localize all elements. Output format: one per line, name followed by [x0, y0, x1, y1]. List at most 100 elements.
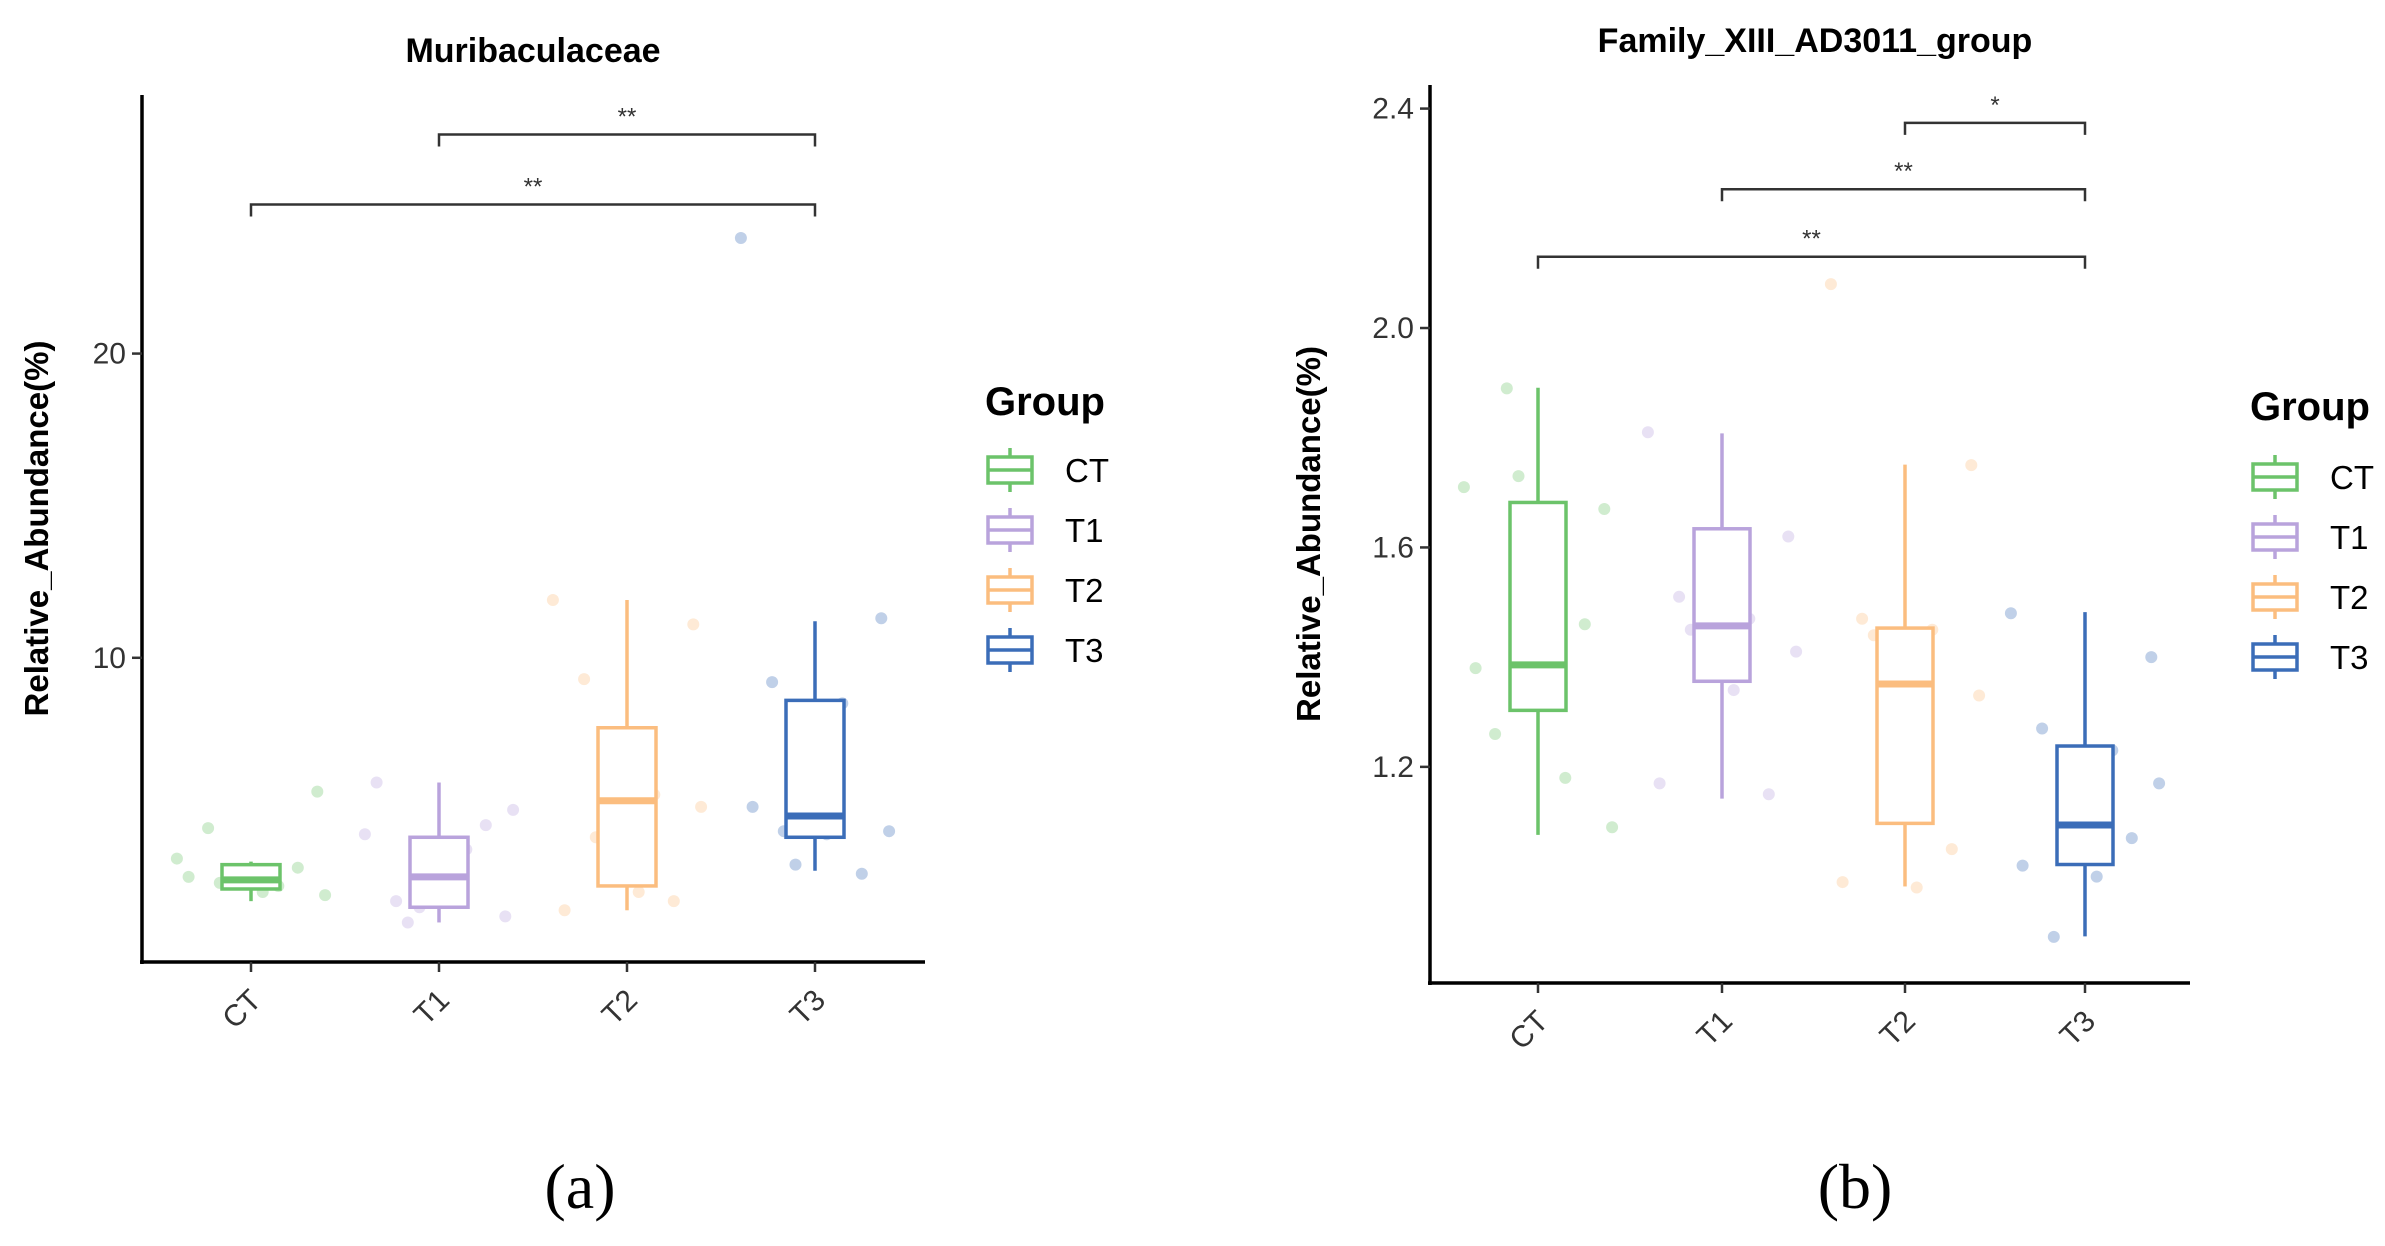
data-point: [1945, 843, 1958, 856]
data-point: [632, 886, 645, 899]
data-point: [1606, 821, 1619, 834]
data-point: [766, 676, 779, 689]
data-point: [1512, 470, 1525, 483]
x-tick-label: T3: [2054, 1005, 2102, 1053]
legend-title: Group: [2250, 385, 2370, 429]
panel-label: (b): [1818, 1151, 1893, 1222]
panel-label: (a): [544, 1151, 615, 1222]
data-point: [2036, 722, 2049, 735]
data-point: [1965, 459, 1978, 472]
data-point: [578, 673, 591, 686]
data-point: [734, 231, 747, 244]
significance-label: **: [618, 104, 637, 131]
x-tick-label: T2: [596, 984, 644, 1032]
data-point: [291, 861, 304, 874]
chart-title: Family_XIII_AD3011_group: [1598, 22, 2033, 60]
x-tick-label: T1: [408, 984, 456, 1032]
data-point: [1973, 689, 1986, 702]
legend-item-label: T1: [1065, 512, 1104, 549]
data-point: [695, 800, 708, 813]
data-point: [202, 822, 215, 835]
data-point: [182, 870, 195, 883]
box-iqr: [408, 835, 470, 909]
data-point: [2145, 651, 2158, 664]
data-point: [875, 612, 888, 625]
y-tick-label: 2.0: [1372, 312, 1414, 345]
significance-label: *: [1990, 92, 1999, 119]
data-point: [1559, 771, 1572, 784]
data-point: [1824, 278, 1837, 291]
data-point: [1727, 684, 1740, 697]
panel-a: Muribaculaceae Relative_Abundance(%) 10 20 C…: [18, 32, 1109, 1222]
y-axis-label: Relative_Abundance(%): [1290, 346, 1327, 722]
data-point: [1641, 426, 1654, 439]
legend-title: Group: [985, 380, 1105, 424]
x-tick-label: T2: [1874, 1005, 1922, 1053]
data-point: [499, 910, 512, 923]
data-point: [2016, 859, 2029, 872]
data-point: [1836, 876, 1849, 889]
data-point: [1782, 530, 1795, 543]
data-point: [2090, 870, 2103, 883]
legend-item-label: CT: [1065, 452, 1109, 489]
data-point: [667, 895, 680, 908]
legend-item-label: CT: [2330, 459, 2374, 496]
data-point: [319, 889, 332, 902]
x-tick-label: CT: [1503, 1005, 1555, 1057]
y-tick-label: 1.6: [1372, 531, 1414, 564]
data-point: [1598, 503, 1611, 516]
x-tick-label: CT: [216, 984, 268, 1036]
x-tick-label: T1: [1691, 1005, 1739, 1053]
data-point: [546, 593, 559, 606]
significance-bracket: [1536, 255, 2087, 269]
legend-item-label: T2: [2330, 579, 2369, 616]
data-point: [1457, 481, 1470, 494]
data-point: [1790, 645, 1803, 658]
data-point: [170, 852, 183, 865]
data-point: [687, 618, 700, 631]
data-point: [1856, 612, 1869, 625]
data-point: [2004, 607, 2017, 620]
y-tick-label: 1.2: [1372, 751, 1414, 784]
data-point: [1469, 662, 1482, 675]
significance-bracket: [249, 203, 817, 217]
y-axis-label: Relative_Abundance(%): [18, 341, 55, 717]
data-point: [883, 825, 896, 838]
data-point: [390, 895, 403, 908]
chart-title: Muribaculaceae: [405, 32, 660, 70]
data-point: [358, 828, 371, 841]
data-point: [1762, 788, 1775, 801]
significance-bracket: [1903, 121, 2087, 135]
box-iqr: [1508, 500, 1568, 713]
x-tick-label: T3: [784, 984, 832, 1032]
data-point: [2153, 777, 2166, 790]
legend-item-label: T3: [1065, 632, 1104, 669]
data-point: [1673, 590, 1686, 603]
data-point: [1653, 777, 1666, 790]
data-point: [558, 904, 571, 917]
y-tick-label: 10: [93, 642, 126, 675]
significance-label: **: [524, 174, 543, 201]
data-point: [2125, 832, 2138, 845]
y-tick-label: 2.4: [1372, 93, 1414, 126]
box-iqr: [596, 726, 658, 888]
data-point: [370, 776, 383, 789]
data-point: [746, 800, 759, 813]
significance-label: **: [1894, 158, 1913, 185]
data-point: [855, 867, 868, 880]
data-point: [507, 803, 520, 816]
data-point: [311, 785, 324, 798]
panel-b: Family_XIII_AD3011_group Relative_Abundan…: [1290, 22, 2374, 1222]
data-point: [789, 858, 802, 871]
data-point: [1910, 881, 1923, 894]
data-point: [401, 916, 414, 929]
legend-item-label: T2: [1065, 572, 1104, 609]
box-iqr: [2055, 744, 2115, 867]
significance-bracket: [1720, 187, 2087, 202]
data-point: [1500, 382, 1513, 395]
significance-label: **: [1802, 226, 1821, 253]
data-point: [1489, 727, 1502, 740]
box-iqr: [1875, 626, 1935, 826]
legend-item-label: T3: [2330, 639, 2369, 676]
